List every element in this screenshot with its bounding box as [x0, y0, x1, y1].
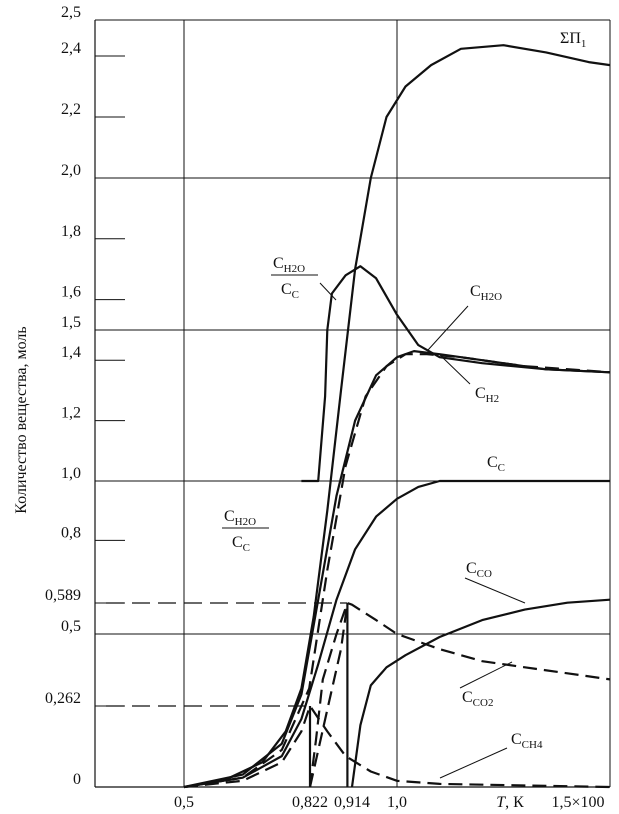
- label-leaders: [319, 282, 526, 779]
- leader-line: [439, 747, 508, 779]
- leader-line: [459, 661, 513, 689]
- y-tick-label: 1,8: [61, 223, 81, 240]
- plot-frame: [94, 19, 610, 788]
- x-ticks: 0,5 0,822 0,914 1,0 T, К 1,5×100: [174, 794, 605, 811]
- y-tick-label: 0,5: [61, 618, 81, 635]
- x-tick-label: 0,914: [334, 794, 370, 811]
- y-tick-label: 1,4: [61, 344, 81, 361]
- label-ratio-left: CH2O CC: [222, 508, 269, 554]
- series-cch4: [183, 704, 611, 789]
- x-tick-label: T, К: [496, 794, 524, 811]
- series-ch2: [183, 353, 611, 789]
- leader-line: [427, 305, 469, 351]
- y-tick-label: 1,5: [61, 314, 81, 331]
- x-tick-label: 1,5×100: [551, 794, 604, 811]
- label-ch2: CH2: [475, 385, 499, 405]
- y-tick-label: 0,589: [45, 587, 81, 604]
- y-tick-label: 2,2: [61, 101, 81, 118]
- x-tick-label: 1,0: [387, 794, 407, 811]
- y-tick-label: 1,2: [61, 405, 81, 422]
- series-cc: [183, 479, 610, 789]
- y-tick-label: 0,262: [45, 690, 81, 707]
- label-sigma-pi: ΣП1: [560, 30, 586, 50]
- y-tick-label: 2,0: [61, 162, 81, 179]
- y-tick-label: 2,4: [61, 40, 81, 57]
- label-ch2o: CH2O: [470, 283, 502, 303]
- leader-line: [464, 577, 526, 604]
- x-tick-label: 0,5: [174, 794, 194, 811]
- y-tick-label: 1,6: [61, 284, 81, 301]
- x-tick-label: 0,822: [292, 794, 328, 811]
- series-lines: [106, 44, 611, 789]
- series--1: [183, 44, 611, 789]
- y-tick-label: 1,0: [61, 465, 81, 482]
- y-ticks: 0 0,262 0,5 0,589 0,8 1,0 1,2 1,4 1,5 1,6 1,8 2,0 2,…: [45, 4, 125, 788]
- grid-lines: [95, 20, 611, 787]
- y-tick-label: 2,5: [61, 4, 81, 21]
- label-ratio-top: CH2O CC: [271, 255, 318, 301]
- svg-text:CC: CC: [281, 281, 299, 301]
- series-ch2o-cc: [301, 265, 611, 483]
- y-axis-label: Количество вещества, моль: [13, 326, 30, 513]
- series-cco2: [308, 601, 611, 788]
- label-cch4: CCH4: [511, 731, 543, 751]
- svg-text:CH2O: CH2O: [273, 255, 305, 275]
- series-helper: [308, 602, 349, 788]
- series-cco: [350, 598, 611, 788]
- leader-line: [319, 282, 337, 301]
- svg-text:CC: CC: [232, 534, 250, 554]
- label-cco2: CCO2: [462, 689, 493, 709]
- label-cco: CCO: [466, 560, 492, 580]
- svg-text:CH2O: CH2O: [224, 508, 256, 528]
- y-tick-label: 0,8: [61, 524, 81, 541]
- y-tick-label: 0: [73, 771, 81, 788]
- label-cc: CC: [487, 454, 505, 474]
- leader-line: [439, 354, 471, 385]
